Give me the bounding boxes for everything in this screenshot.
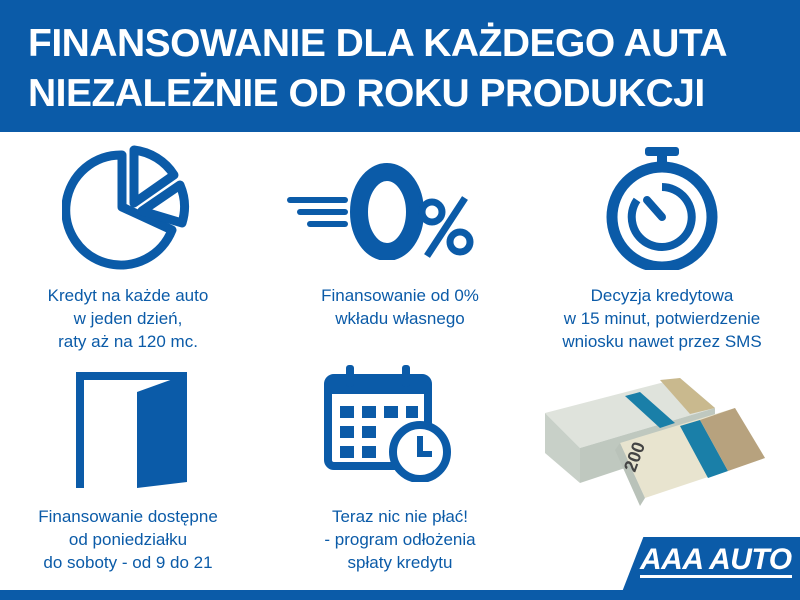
feature-caption-decision: Decyzja kredytowa w 15 minut, potwierdze… [532, 284, 792, 353]
caption-line: do soboty - od 9 do 21 [43, 553, 213, 572]
caption-line: Teraz nic nie płać! [331, 507, 469, 526]
caption-line: - program odłożenia [324, 530, 476, 549]
caption-line: Decyzja kredytowa [590, 286, 734, 305]
calendar-clock-icon [324, 365, 451, 482]
caption-line: wniosku nawet przez SMS [562, 332, 762, 351]
caption-line: Finansowanie dostępne [38, 507, 218, 526]
caption-line: w 15 minut, potwierdzenie [563, 309, 761, 328]
open-door-icon [76, 372, 187, 488]
feature-caption-zero-down: Finansowanie od 0% wkładu własnego [270, 284, 530, 330]
stopwatch-icon [606, 147, 718, 270]
feature-caption-pay-later: Teraz nic nie płać! - program odłożenia … [270, 505, 530, 574]
caption-line: w jeden dzień, [73, 309, 183, 328]
aaa-auto-logo: AAA AUTO [640, 543, 792, 578]
caption-line: spłaty kredytu [347, 553, 453, 572]
caption-line: Kredyt na każde auto [47, 286, 209, 305]
zero-percent-icon [287, 163, 474, 260]
pie-chart-icon [62, 145, 189, 270]
caption-line: raty aż na 120 mc. [58, 332, 198, 351]
caption-line: Finansowanie od 0% [321, 286, 479, 305]
header-banner: FINANSOWANIE DLA KAŻDEGO AUTA NIEZALEŻNI… [0, 0, 800, 132]
headline-line-2: NIEZALEŻNIE OD ROKU PRODUKCJI [28, 72, 705, 115]
footer-strip [0, 590, 800, 600]
logo-background [622, 537, 800, 592]
feature-caption-credit: Kredyt na każde auto w jeden dzień, raty… [0, 284, 258, 353]
caption-line: od poniedziałku [68, 530, 188, 549]
banknote-stack-image: 200 [545, 378, 765, 506]
feature-caption-hours: Finansowanie dostępne od poniedziałku do… [0, 505, 258, 574]
caption-line: wkładu własnego [335, 309, 465, 328]
headline-line-1: FINANSOWANIE DLA KAŻDEGO AUTA [28, 22, 728, 65]
